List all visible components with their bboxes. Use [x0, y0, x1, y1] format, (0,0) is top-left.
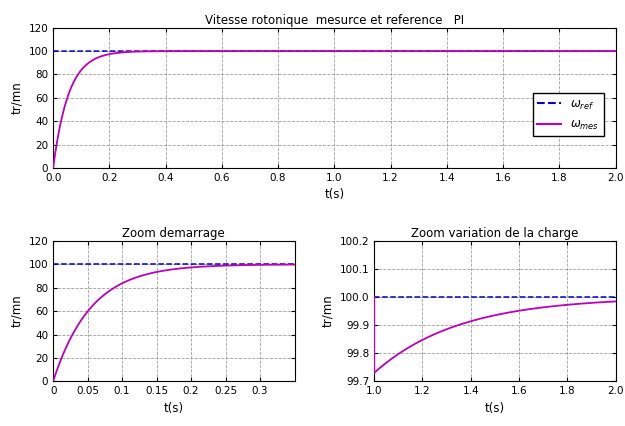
Title: Zoom variation de la charge: Zoom variation de la charge [411, 227, 579, 240]
X-axis label: t(s): t(s) [164, 402, 184, 414]
X-axis label: t(s): t(s) [485, 402, 505, 414]
Y-axis label: tr/mn: tr/mn [10, 295, 23, 328]
Y-axis label: tr/mn: tr/mn [321, 295, 334, 328]
Y-axis label: tr/mn: tr/mn [10, 81, 23, 114]
Legend: $\omega_{ref}$, $\omega_{mes}$: $\omega_{ref}$, $\omega_{mes}$ [532, 93, 604, 136]
X-axis label: t(s): t(s) [324, 188, 344, 201]
Title: Zoom demarrage: Zoom demarrage [122, 227, 225, 240]
Title: Vitesse rotonique  mesurce et reference   PI: Vitesse rotonique mesurce et reference P… [205, 14, 464, 26]
